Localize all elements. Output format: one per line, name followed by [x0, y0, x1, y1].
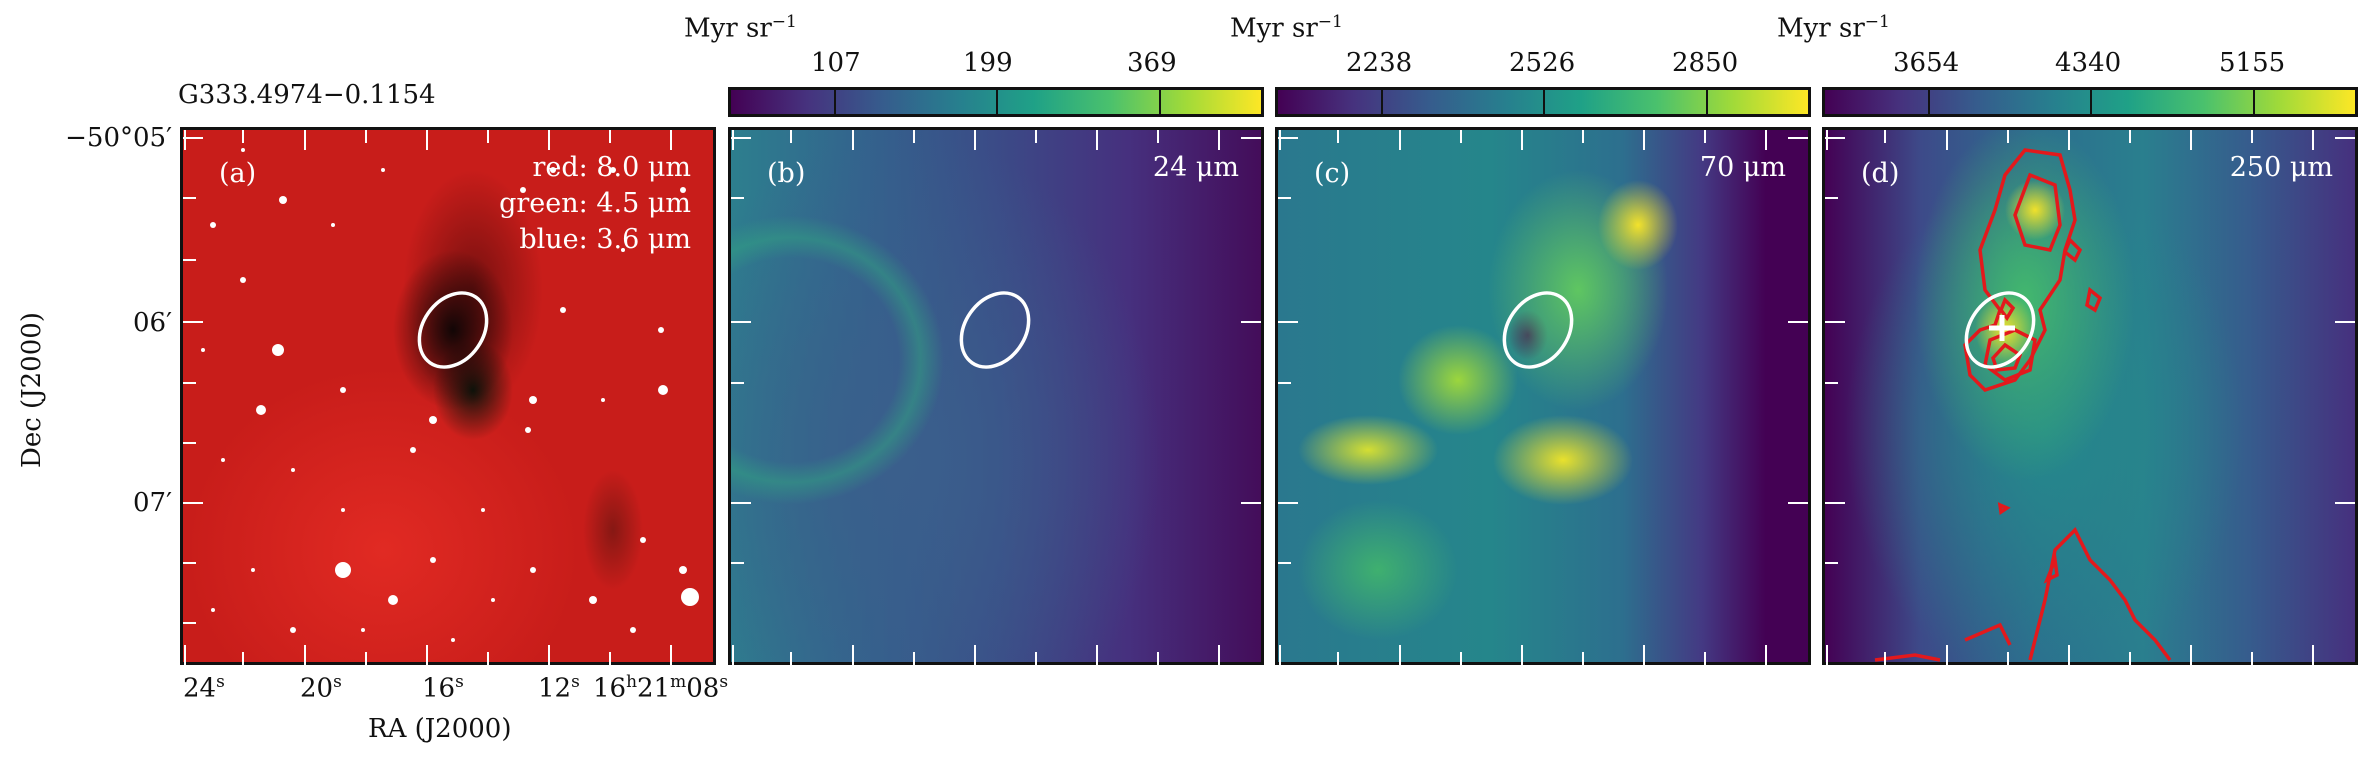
- dec-tick-label-07: 07′: [133, 488, 172, 518]
- colorbar-b-tick-3: 369: [1127, 48, 1177, 78]
- dec-tick-label-06: 06′: [133, 308, 172, 338]
- panel-d-band: 250 μm: [2229, 152, 2333, 183]
- colorbar-d-tick-1: 3654: [1893, 48, 1960, 78]
- panel-a-legend-red: red: 8.0 μm: [532, 152, 691, 183]
- colorbar-d-unit: Myr sr−1: [1777, 12, 1890, 44]
- dec-axis-label: Dec (J2000): [17, 312, 47, 468]
- colorbar-b: [728, 87, 1264, 117]
- panel-b-overlay: [959, 291, 1031, 369]
- panel-a-legend-blue: blue: 3.6 μm: [519, 224, 691, 255]
- panel-d-250um-image: (d) 250 μm: [1822, 127, 2358, 665]
- panel-c-letter: (c): [1314, 158, 1351, 189]
- panel-c-band: 70 μm: [1699, 152, 1786, 183]
- panel-b-24um-image: (b) 24 μm: [728, 127, 1264, 665]
- ra-tick-label-20s: 20s: [300, 672, 342, 704]
- colorbar-d-tick-3: 5155: [2219, 48, 2286, 78]
- colorbar-c-tick-2: 2526: [1509, 48, 1576, 78]
- ra-tick-label-08s: 16h21m08s: [593, 672, 729, 704]
- panel-b-band: 24 μm: [1152, 152, 1239, 183]
- panel-a-letter: (a): [219, 158, 257, 189]
- panel-a-rgb-image: (a) red: 8.0 μm green: 4.5 μm blue: 3.6 …: [180, 127, 716, 665]
- colorbar-c: [1275, 87, 1811, 117]
- colorbar-b-tick-1: 107: [811, 48, 861, 78]
- source-name-label: G333.4974−0.1154: [178, 80, 436, 110]
- colorbar-c-tick-1: 2238: [1346, 48, 1413, 78]
- ra-tick-label-24s: 24s: [183, 672, 225, 704]
- panel-b-letter: (b): [767, 158, 806, 189]
- colorbar-c-tick-3: 2850: [1672, 48, 1739, 78]
- ra-tick-label-16s: 16s: [422, 672, 464, 704]
- panel-c-overlay: [1502, 291, 1574, 369]
- colorbar-b-tick-2: 199: [963, 48, 1013, 78]
- ra-axis-label: RA (J2000): [368, 714, 512, 744]
- panel-d-letter: (d): [1861, 158, 1900, 189]
- panel-d-overlay: [1874, 148, 2172, 662]
- colorbar-c-unit: Myr sr−1: [1230, 12, 1343, 44]
- panel-a-overlay: [201, 148, 699, 642]
- colorbar-d-tick-2: 4340: [2055, 48, 2122, 78]
- dec-tick-label-05: −50°05′: [65, 123, 172, 153]
- ra-tick-label-12s: 12s: [538, 672, 580, 704]
- colorbar-b-unit: Myr sr−1: [684, 12, 797, 44]
- panel-a-legend-green: green: 4.5 μm: [499, 188, 691, 219]
- panel-c-70um-image: (c) 70 μm: [1275, 127, 1811, 665]
- colorbar-d: [1822, 87, 2358, 117]
